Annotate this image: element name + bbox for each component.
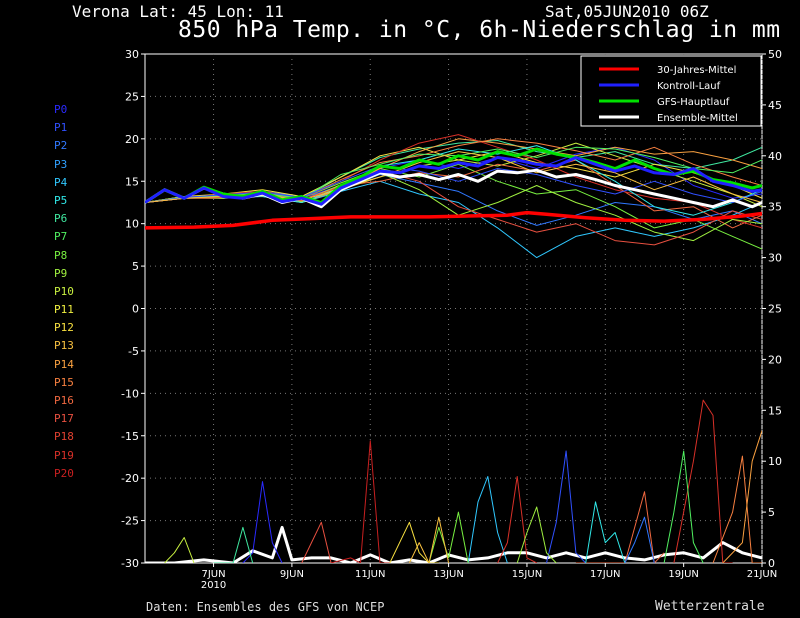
series-30-jahres-mittel [145,210,762,230]
member-label-15: P15 [54,375,74,389]
y-right-tick-label-1: 45 [768,99,782,112]
x-tick-label-3: 13JUN [433,569,463,580]
precip-line-1 [330,440,390,563]
plot-frame [144,53,763,564]
x-tick-label-1: 9JUN [280,569,304,580]
member-label-7: P7 [54,230,68,244]
y-right-tick-label-3: 35 [768,201,782,214]
y-right-tick-label-5: 25 [768,303,782,316]
member-label-14: P14 [54,357,74,371]
precip-line-6 [546,450,587,563]
x-tick-label-2: 11JUN [355,569,385,580]
location-label: Verona Lat: 45 Lon: 11 [72,2,284,21]
y-right-tick-label-6: 20 [768,353,782,366]
series-kontroll-lauf [145,156,762,206]
member-label-19: P19 [54,448,74,462]
member-label-8: P8 [54,248,68,262]
y-left-tick-label-4: 10 [125,218,139,231]
precip-line-13 [389,521,439,563]
precip-line-2 [673,399,733,563]
legend-label-3: Ensemble-Mittel [657,113,738,124]
member-label-17: P17 [54,412,74,426]
precip-line-17 [624,516,655,563]
precip-line-3 [712,455,762,563]
precip-line-9 [663,450,704,563]
precip-line-8 [497,476,537,563]
member-label-3: P3 [54,157,68,171]
y-right-tick-label-4: 30 [768,252,782,265]
y-right-tick-label-10: 0 [768,557,775,570]
y-right-tick-label-0: 50 [768,48,782,61]
precip-line-12 [428,511,469,563]
precip-line-5 [575,491,665,563]
member-label-1: P1 [54,121,68,135]
temp-member-line-10 [145,146,762,203]
y-left-tick-label-5: 5 [132,260,139,273]
member-label-10: P10 [54,284,74,298]
y-right-tick-label-8: 10 [768,455,782,468]
legend-label-0: 30-Jahres-Mittel [657,65,736,76]
brand-label: Wetterzentrale [655,599,765,614]
ensemble-member-list: P0 P1 P2 P3 P4 P5 P6 P7 P8 P9 P10 P11 P12 P13 P14 P15 P1… [54,101,74,483]
member-label-16: P16 [54,394,74,407]
precip-line-15 [516,506,557,563]
member-label-4: P4 [54,175,68,189]
legend-label-1: Kontroll-Lauf [657,81,721,92]
chart-title: 850 hPa Temp. in °C, 6h-Niederschlag in … [178,17,781,43]
y-left-tick-label-12: -30 [121,557,139,570]
x-tick-label-7: 21JUN [747,569,777,580]
y-right-tick-label-2: 40 [768,150,782,163]
y-left-tick-label-9: -15 [121,430,139,443]
precip-line-11 [213,526,254,563]
precip-line-16 [301,521,332,563]
precip-line-7 [467,476,508,563]
x-tick-label-0: 7JUN [201,569,225,580]
run-datetime: Sat,05JUN2010 06Z [545,2,709,21]
member-label-5: P5 [54,193,68,207]
y-left-tick-label-1: 25 [125,90,139,103]
y-left-tick-label-3: 15 [125,175,139,188]
x-tick-label-4: 15JUN [512,569,542,580]
member-label-13: P13 [54,339,74,353]
precip-line-19 [408,516,450,563]
y-left-tick-label-7: -5 [128,345,139,358]
x-tick-label-6: 19JUN [668,569,698,580]
member-label-20: P20 [54,466,74,480]
data-source-note: Daten: Ensembles des GFS von NCEP [146,600,385,614]
member-label-0: P0 [54,103,68,116]
y-left-tick-label-10: -20 [121,472,139,485]
member-label-6: P6 [54,212,68,226]
member-label-12: P12 [54,321,74,335]
y-left-tick-label-8: -10 [121,387,139,400]
precip-line-10 [242,481,283,563]
precip-line-4 [722,430,762,563]
plot-area [145,134,762,563]
x-tick-label-5: 17JUN [590,569,620,580]
y-left-tick-label-6: 0 [132,303,139,316]
precip-line-18 [164,537,195,563]
y-right-tick-label-9: 5 [768,506,775,519]
precip-line-14 [585,501,626,563]
y-left-tick-label-0: 30 [125,48,139,61]
member-label-18: P18 [54,430,74,444]
y-right-tick-label-7: 15 [768,404,782,417]
y-left-tick-label-2: 20 [125,133,139,146]
legend-label-2: GFS-Hauptlauf [657,97,730,108]
member-label-2: P2 [54,139,68,153]
member-label-11: P11 [54,303,74,317]
member-label-9: P9 [54,266,68,280]
y-left-tick-label-11: -25 [121,515,139,528]
temp-member-line-13 [145,134,762,229]
x-year-label: 2010 [201,580,226,591]
